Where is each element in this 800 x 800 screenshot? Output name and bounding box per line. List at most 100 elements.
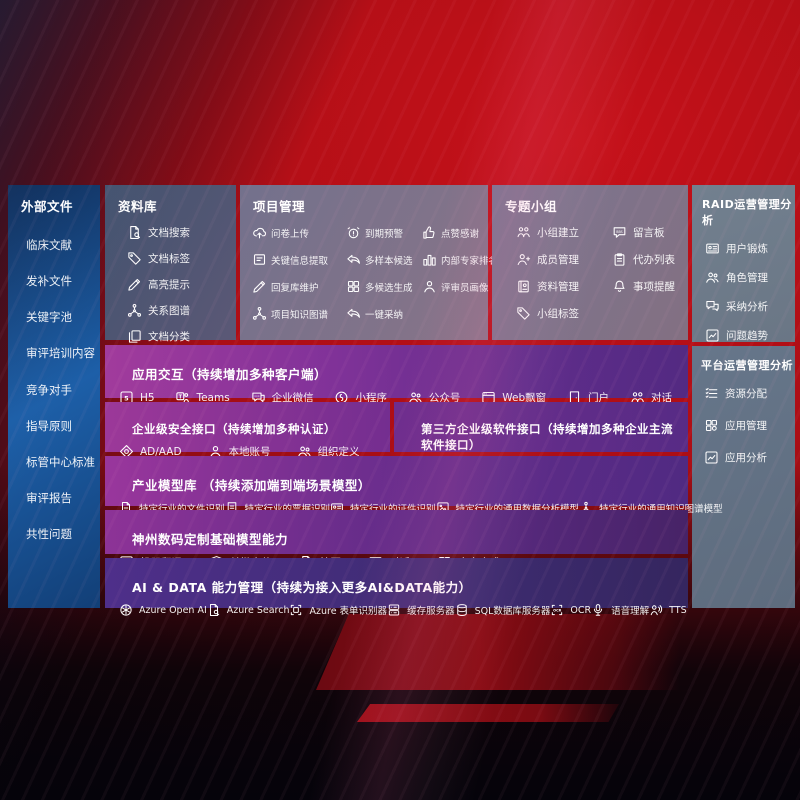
feature-label: 应用分析 [725, 452, 767, 464]
reply-icon [346, 252, 361, 267]
feature-text: 审评培训内容 [26, 345, 98, 361]
docs-icon [127, 329, 142, 344]
band-title: 神州数码定制基础模型能力 [132, 532, 289, 547]
chat-people-icon [516, 225, 531, 240]
feature-label: 组织定义 [317, 446, 360, 458]
panel-title: 项目管理 [253, 199, 306, 214]
thumb-icon [422, 225, 437, 240]
feature-text: 指导原则 [26, 418, 98, 434]
feature-person: 本地账号 [208, 444, 271, 459]
feature-label: 特定行业的文件识别 [139, 501, 225, 515]
feature-tag: 文档标签 [127, 251, 236, 266]
feature-cloud-up: 问卷上传 [252, 225, 344, 240]
feature-ocr: OCR OCR [550, 603, 591, 617]
feature-text: 审评报告 [26, 490, 98, 506]
svg-text:T: T [179, 394, 183, 400]
feature-label: 文档标签 [148, 253, 190, 265]
feature-label: 本地账号 [228, 446, 271, 458]
people-icon [705, 270, 720, 285]
feature-chart: 问题趋势 [705, 328, 795, 343]
person-icon [208, 444, 223, 459]
feature-label: 关键字池 [26, 310, 72, 325]
feature-label: 项目知识图谱 [271, 309, 329, 321]
alarm-icon [346, 225, 361, 240]
feature-label: 小组标签 [537, 308, 579, 320]
feature-label: Azure Search [226, 604, 290, 616]
feature-label: 评审员画像 [441, 282, 489, 294]
band-title: 产业模型库 （持续添加端到端场景模型） [132, 478, 371, 493]
feature-person: 评审员画像 [422, 279, 498, 294]
feature-label: 代办列表 [633, 254, 675, 266]
feature-tts: TTS [649, 603, 687, 617]
feature-qa: 采纳分析 [705, 299, 795, 314]
feature-text: 标管中心标准 [26, 454, 98, 470]
feature-label: 公众号 [428, 392, 461, 404]
feature-text: 临床文献 [26, 237, 98, 253]
feature-people: 公众号 [408, 390, 461, 405]
openai-icon [119, 603, 133, 617]
feature-mic: 语音理解 [591, 603, 649, 617]
band-items: Azure Open AI Azure Search Azure 表单识别器 缓存服务… [119, 603, 687, 617]
person-add-icon [516, 252, 531, 267]
monitor-stand-shape [316, 614, 680, 690]
clipboard-icon [612, 252, 627, 267]
bbs-icon: BBS [612, 225, 627, 240]
feature-label: 标管中心标准 [26, 454, 95, 469]
feature-people: 角色管理 [705, 270, 795, 285]
people-icon [297, 444, 312, 459]
band-items: AD/AAD 本地账号 组织定义 [119, 444, 376, 459]
feature-list: 资源分配 [704, 386, 795, 401]
feature-pen: 回复库维护 [252, 279, 344, 294]
feature-label: Teams [196, 391, 230, 404]
pen-icon [127, 277, 142, 292]
album-icon [516, 279, 531, 294]
feature-album: 资料管理 [516, 279, 612, 294]
grid4-icon [346, 279, 361, 294]
feature-label: 竞争对手 [26, 382, 72, 397]
feature-apps: 应用管理 [704, 418, 795, 433]
feature-label: 企业微信 [271, 392, 314, 404]
tag-icon [127, 251, 142, 266]
feature-label: TTS [669, 604, 687, 616]
feature-chat-people: 对话 [630, 390, 672, 405]
feature-label: OCR [570, 604, 592, 616]
feature-portal: 门户 [567, 390, 609, 405]
band-title: 企业级安全接口（持续增加多种认证） [132, 422, 336, 436]
feature-label: 共性问题 [26, 527, 72, 541]
feature-label: 成员管理 [537, 254, 579, 266]
feature-label: Web飘窗 [502, 392, 547, 404]
database-icon [455, 603, 469, 617]
feature-text: 竞争对手 [26, 382, 98, 398]
svg-text:5: 5 [124, 394, 129, 402]
panel-title: 资料库 [118, 199, 158, 214]
feature-label: 指导原则 [26, 418, 72, 433]
feature-label: Azure 表单识别器 [309, 606, 388, 617]
feature-label: 文档分类 [148, 331, 190, 343]
feature-form-scan: Azure 表单识别器 [289, 603, 387, 617]
feature-label: 文档搜索 [148, 227, 190, 239]
feature-mini: 小程序 [334, 390, 387, 405]
feature-alarm: 到期预警 [346, 225, 420, 240]
feature-label: 用户锻炼 [726, 243, 768, 255]
feature-doc-search: Azure Search [207, 603, 290, 617]
chart-icon [705, 328, 720, 343]
feature-server: 缓存服务器 [387, 603, 455, 617]
panel-items: 文档搜索文档标签高亮提示关系图谱文档分类 [105, 215, 236, 344]
panel-items: 资源分配应用管理应用分析 [692, 373, 795, 465]
svg-text:OCR: OCR [554, 609, 563, 613]
feature-clipboard: 代办列表 [612, 252, 688, 267]
feature-graph: 关系图谱 [127, 303, 236, 318]
panel-topic-groups: 专题小组 小组建立 BBS 留言板 成员管理 代办列表 资料管理 事项提醒 小组标签 [492, 185, 688, 340]
feature-label: 发补文件 [26, 274, 72, 289]
feature-bbs: BBS 留言板 [612, 225, 688, 240]
panel-repository: 资料库 文档搜索文档标签高亮提示关系图谱文档分类 [105, 185, 236, 343]
band-title: 应用交互（持续增加多种客户端） [132, 367, 328, 382]
graph-icon [252, 306, 267, 321]
feature-label: 多样本候选 [365, 255, 413, 267]
feature-bell: 事项提醒 [612, 279, 688, 294]
panel-platform-operations: 平台运营管理分析 资源分配 应用管理 应用分析 [692, 346, 795, 608]
feature-label: 内部专家排名 [441, 255, 499, 267]
feature-pen: 高亮提示 [127, 277, 236, 292]
panel-items: 问卷上传 到期预警 点赞感谢 关键信息提取 多样本候选 内部专家排名 回复库维护 多候选生成 评… [240, 215, 498, 321]
